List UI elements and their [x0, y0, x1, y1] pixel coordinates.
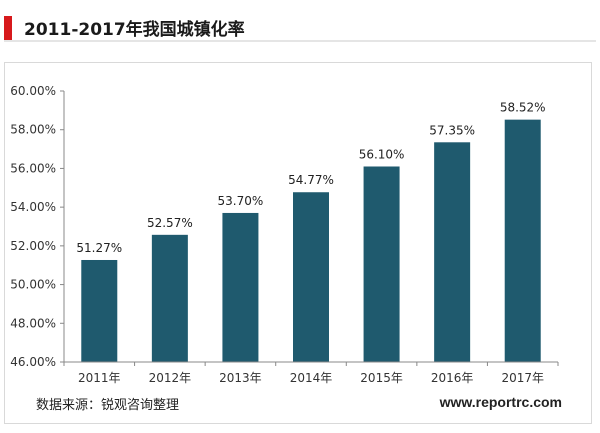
bars — [81, 119, 541, 362]
chart-container — [4, 62, 592, 424]
data-label: 54.77% — [288, 173, 334, 187]
data-label: 56.10% — [359, 147, 405, 161]
y-axis: 46.00% 48.00% 50.00% 52.00% 54.00% 56.00% 58.0… — [10, 84, 65, 369]
bar — [293, 192, 329, 362]
bar — [81, 259, 118, 362]
data-source-note: 数据来源：锐观咨询整理 — [36, 398, 180, 413]
data-label: 57.35% — [429, 123, 475, 137]
page-title: 2011-2017年我国城镇化率 — [24, 20, 245, 40]
x-tick-label: 2012年 — [149, 371, 192, 385]
x-axis: 2011年 2012年 2013年 2014年 2015年 2016年 2017年 — [63, 361, 559, 385]
x-tick-label: 2017年 — [501, 371, 544, 385]
y-tick-label: 46.00% — [10, 355, 56, 369]
x-tick-label: 2014年 — [290, 371, 333, 385]
bar — [151, 234, 188, 362]
bar — [363, 166, 400, 362]
title-accent-bar — [4, 16, 12, 40]
title-bar: 2011-2017年我国城镇化率 — [4, 10, 596, 42]
x-tick-label: 2015年 — [360, 371, 403, 385]
bar — [504, 119, 541, 362]
x-tick-label: 2016年 — [431, 371, 474, 385]
y-tick-label: 52.00% — [10, 239, 56, 253]
data-label: 58.52% — [500, 101, 546, 115]
y-tick-label: 50.00% — [10, 278, 56, 292]
bar — [222, 212, 259, 362]
x-tick-label: 2013年 — [219, 371, 262, 385]
data-label: 51.27% — [76, 241, 122, 255]
y-tick-label: 56.00% — [10, 161, 56, 175]
y-tick-label: 58.00% — [10, 123, 56, 137]
data-label: 52.57% — [147, 216, 193, 230]
data-labels: 51.27% 52.57% 53.70% 54.77% 56.10% 57.35% 58.5… — [76, 101, 545, 255]
y-tick-label: 60.00% — [10, 84, 56, 98]
website-link[interactable]: www.reportrc.com — [439, 394, 562, 410]
y-tick-label: 54.00% — [10, 200, 56, 214]
y-tick-label: 48.00% — [10, 316, 56, 330]
x-tick-label: 2011年 — [78, 371, 121, 385]
bar — [434, 142, 471, 362]
data-label: 53.70% — [218, 194, 264, 208]
